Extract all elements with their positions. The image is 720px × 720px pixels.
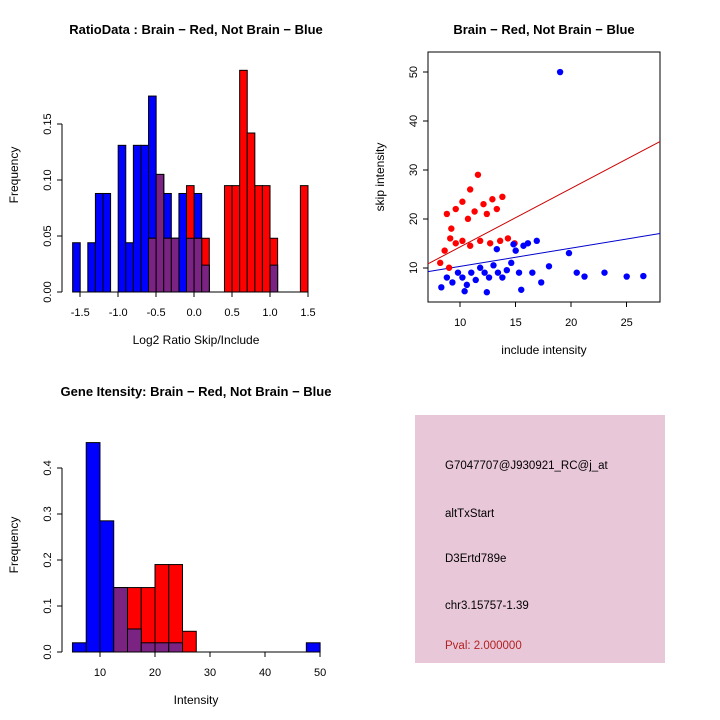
svg-text:include intensity: include intensity [501,343,586,357]
svg-text:Frequency: Frequency [7,517,21,574]
svg-text:0.10: 0.10 [42,169,54,190]
svg-text:30: 30 [204,667,216,679]
gene-name-text: D3Ertd789e [445,553,507,565]
svg-text:0.1: 0.1 [42,598,54,613]
panel-ratio-histogram: RatioData : Brain − Red, Not Brain − Blu… [0,0,360,360]
svg-text:Intensity: Intensity [174,693,219,707]
svg-text:Frequency: Frequency [7,147,21,204]
svg-text:-0.5: -0.5 [147,307,166,319]
ratio-histogram-title: RatioData : Brain − Red, Not Brain − Blu… [69,22,323,37]
svg-text:20: 20 [565,317,577,329]
svg-text:30: 30 [408,164,420,176]
svg-text:50: 50 [408,66,420,78]
svg-text:1.5: 1.5 [300,307,315,319]
panel-gene-info: G7047707@J930921_RC@j_at altTxStart D3Er… [360,360,720,720]
svg-text:-1.5: -1.5 [71,307,90,319]
gene-info-box: G7047707@J930921_RC@j_at altTxStart D3Er… [415,415,665,663]
svg-text:0.5: 0.5 [224,307,239,319]
pvalue-text: Pval: 2.000000 [445,640,522,652]
svg-text:40: 40 [408,115,420,127]
gene-histogram-title: Gene Itensity: Brain − Red, Not Brain − … [60,384,332,399]
svg-text:0.0: 0.0 [186,307,201,319]
chromosome-location-text: chr3.15757-1.39 [445,600,529,612]
event-type-text: altTxStart [445,508,495,520]
gene-intensity-histogram-plot: 10 20 30 40 50 0.0 0.1 0.2 0.3 0.4 Intensity Freque… [7,442,326,707]
ratio-histogram-plot: -1.5 -1.0 -0.5 0.0 0.5 1.0 1.5 0.00 0.05 0.10 0.15… [7,69,316,347]
svg-text:1.0: 1.0 [262,307,277,319]
svg-text:0.3: 0.3 [42,506,54,521]
svg-text:10: 10 [454,317,466,329]
svg-text:skip intensity: skip intensity [373,143,387,212]
probe-id-text: G7047707@J930921_RC@j_at [445,460,608,472]
svg-text:0.0: 0.0 [42,644,54,659]
svg-text:Log2 Ratio Skip/Include: Log2 Ratio Skip/Include [133,333,260,347]
svg-text:10: 10 [94,667,106,679]
svg-text:40: 40 [259,667,271,679]
svg-text:0.2: 0.2 [42,552,54,567]
intensity-scatter-plot: 10 15 20 25 10 20 30 40 50 include intensity skip … [373,51,661,357]
svg-text:0.00: 0.00 [42,281,54,302]
panel-intensity-scatter: Brain − Red, Not Brain − Blue 10 15 20 25 10… [360,0,720,360]
svg-text:20: 20 [149,667,161,679]
svg-text:10: 10 [408,262,420,274]
svg-text:25: 25 [621,317,633,329]
svg-text:-1.0: -1.0 [109,307,128,319]
svg-text:0.15: 0.15 [42,113,54,134]
svg-text:0.05: 0.05 [42,225,54,246]
scatter-title: Brain − Red, Not Brain − Blue [453,22,635,37]
panel-gene-intensity-histogram: Gene Itensity: Brain − Red, Not Brain − … [0,360,360,720]
svg-text:20: 20 [408,213,420,225]
svg-text:0.4: 0.4 [42,460,54,475]
svg-text:15: 15 [510,317,522,329]
svg-text:50: 50 [314,667,326,679]
